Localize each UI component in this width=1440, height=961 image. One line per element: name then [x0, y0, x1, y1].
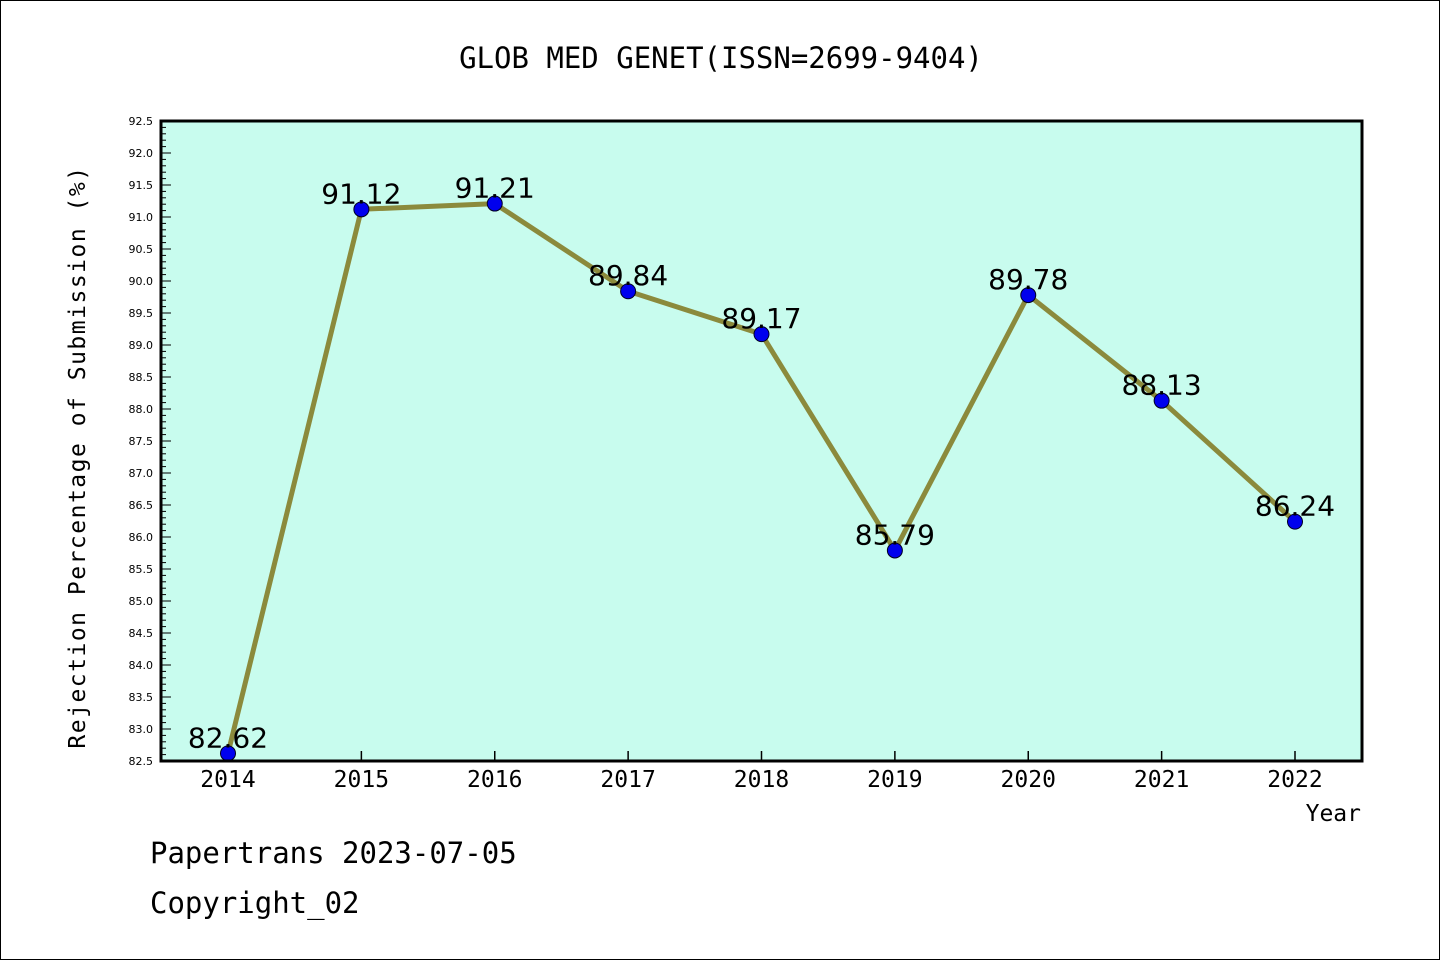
- data-label: 82.62: [188, 721, 268, 754]
- y-tick-label: 92.5: [129, 115, 154, 128]
- y-axis-label: Rejection Percentage of Submission (%): [65, 165, 91, 748]
- y-tick-label: 85.0: [129, 595, 154, 608]
- data-point: [753, 326, 770, 343]
- data-label: 85.79: [855, 518, 935, 551]
- y-tick-label: 87.5: [129, 435, 154, 448]
- y-tick-label: 90.0: [129, 275, 154, 288]
- y-tick-label: 85.5: [129, 563, 154, 576]
- y-axis-ticks: 82.5 83.0 83.5 84.0 84.5 85.0 85.5 86.0 86.5 87.0…: [129, 115, 154, 768]
- data-point: [886, 542, 903, 559]
- y-tick-label: 84.5: [129, 627, 154, 640]
- data-point: [620, 283, 637, 300]
- y-tick-label: 88.0: [129, 403, 154, 416]
- data-point: [486, 195, 503, 212]
- y-tick-label: 83.5: [129, 691, 154, 704]
- y-tick-label: 87.0: [129, 467, 154, 480]
- y-tick-label: 82.5: [129, 755, 154, 768]
- x-tick-label: 2017: [600, 767, 655, 793]
- y-tick-label: 88.5: [129, 371, 154, 384]
- y-tick-label: 86.5: [129, 499, 154, 512]
- y-tick-label: 91.5: [129, 179, 154, 192]
- y-tick-label: 83.0: [129, 723, 154, 736]
- data-point: [1287, 513, 1303, 530]
- x-tick-label: 2016: [467, 767, 522, 793]
- footer-credit: Papertrans 2023-07-05: [150, 836, 517, 870]
- plot-area: [161, 121, 1362, 761]
- x-tick-label: 2021: [1134, 767, 1189, 793]
- x-tick-label: 2014: [200, 767, 255, 793]
- x-tick-label: 2019: [867, 767, 922, 793]
- x-tick-label: 2022: [1267, 767, 1322, 793]
- data-point: [1153, 392, 1170, 409]
- data-label: 91.21: [455, 172, 535, 205]
- data-label: 89.17: [721, 302, 801, 335]
- y-tick-label: 86.0: [129, 531, 154, 544]
- data-label: 89.84: [588, 259, 668, 292]
- data-labels: 82.62 91.12 91.21 89.84 89.17 85.79 89.78 88.13…: [188, 172, 1335, 755]
- data-point: [1020, 287, 1037, 304]
- data-label: 86.24: [1255, 490, 1335, 523]
- x-tick-label: 2015: [334, 767, 389, 793]
- y-tick-label: 91.0: [129, 211, 154, 224]
- x-tick-label: 2018: [734, 767, 789, 793]
- y-tick-label: 90.5: [129, 243, 154, 256]
- data-label: 88.13: [1122, 369, 1202, 402]
- data-label: 91.12: [321, 177, 401, 210]
- x-axis-label: Year: [1306, 801, 1361, 827]
- y-tick-label: 84.0: [129, 659, 154, 672]
- data-label: 89.78: [988, 263, 1068, 296]
- footer-copyright: Copyright_02: [150, 886, 360, 920]
- x-tick-label: 2020: [1001, 767, 1056, 793]
- chart-title: GLOB MED GENET(ISSN=2699-9404): [459, 41, 983, 75]
- data-point: [353, 201, 370, 218]
- x-axis-ticks: 2014 2015 2016 2017 2018 2019 2020 2021 2022: [200, 751, 1323, 793]
- y-tick-label: 89.5: [129, 307, 154, 320]
- y-tick-label: 92.0: [129, 147, 154, 160]
- y-tick-label: 89.0: [129, 339, 154, 352]
- plot-border: [159, 119, 1364, 763]
